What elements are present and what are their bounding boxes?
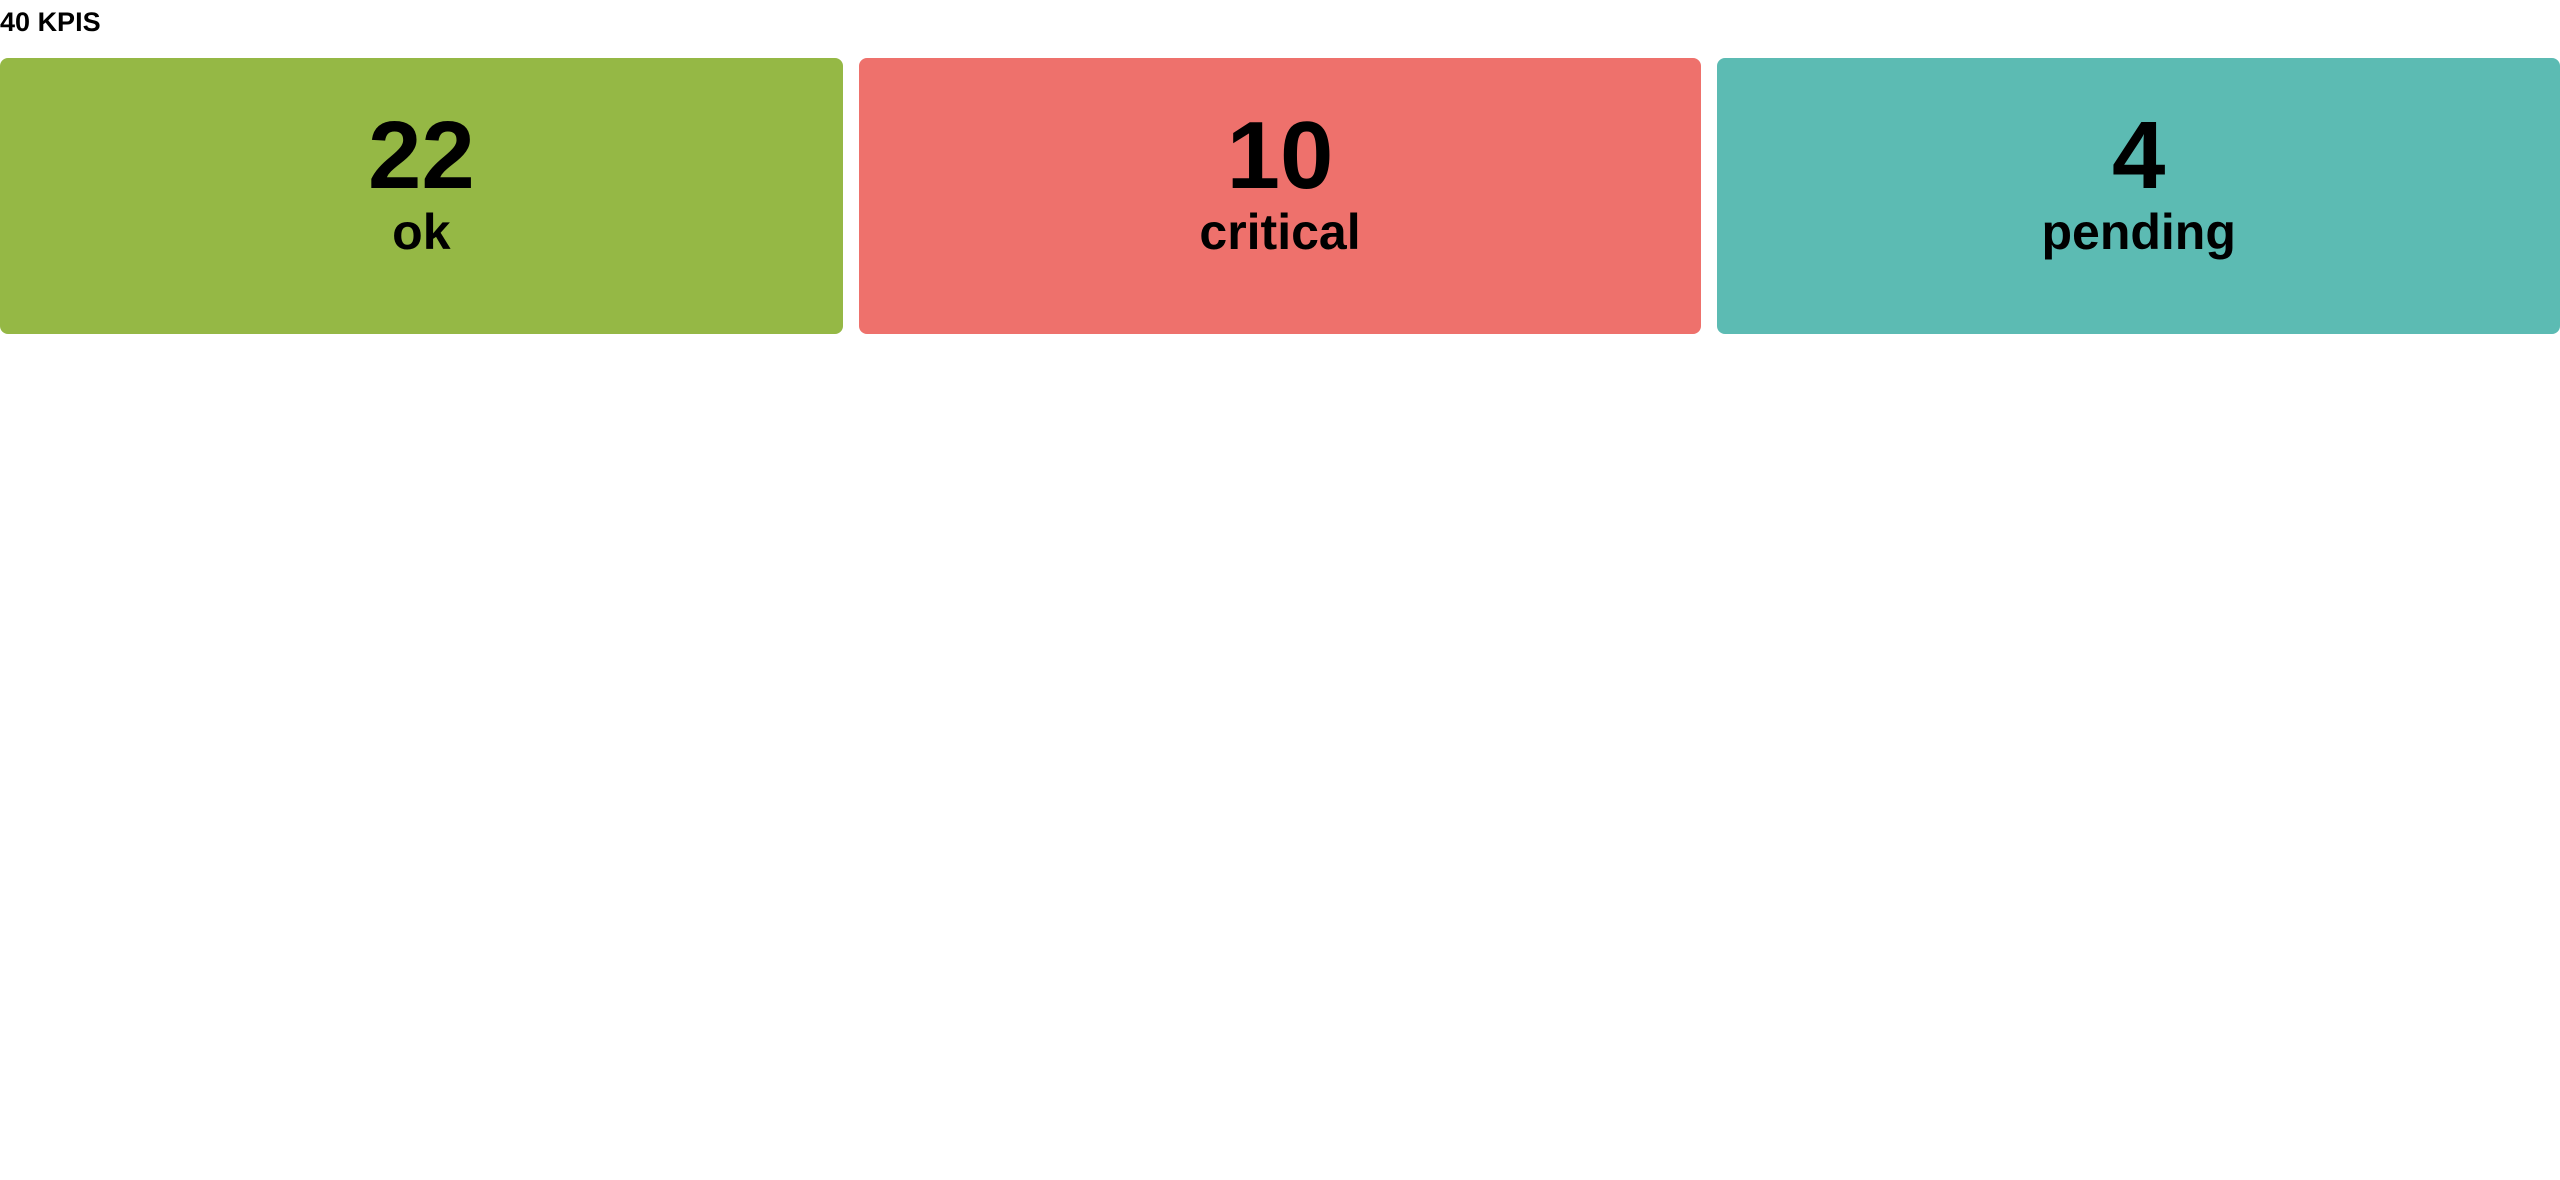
kpi-card-value: 10	[1226, 102, 1334, 209]
kpi-total-label: KPIS	[37, 7, 101, 37]
kpi-summary-title: 40 KPIS	[0, 6, 101, 38]
kpi-card-pending[interactable]: 4 pending	[1717, 58, 2560, 334]
kpi-card-label: pending	[2041, 204, 2236, 260]
kpi-card-critical[interactable]: 10 critical	[858, 58, 1702, 334]
kpi-card-value: 22	[367, 102, 475, 209]
kpi-card-label: ok	[392, 204, 451, 260]
kpi-card-label: critical	[1199, 204, 1361, 260]
kpi-card-value: 4	[2111, 102, 2166, 209]
kpi-total-count: 40	[0, 7, 31, 37]
kpi-cards: 22 ok 10 critical 4 pending	[0, 58, 2560, 334]
kpi-card-ok[interactable]: 22 ok	[0, 58, 843, 334]
